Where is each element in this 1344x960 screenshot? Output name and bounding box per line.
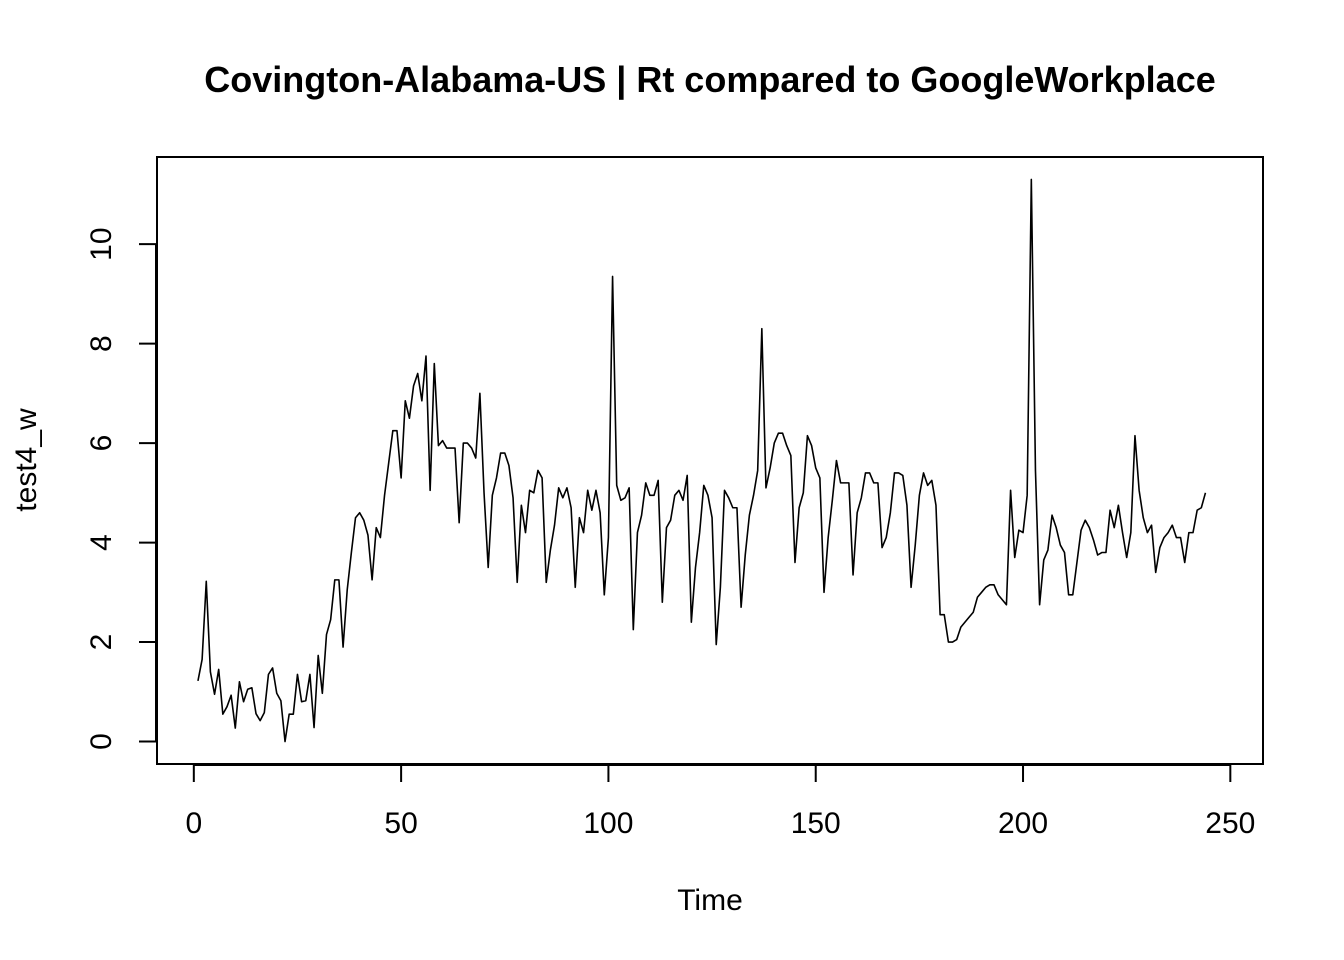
chart-title: Covington-Alabama-US | Rt compared to Go… [204,59,1216,101]
x-tick-label: 0 [185,807,202,840]
y-axis: 0 2 4 6 8 10 [85,227,157,750]
y-tick-label: 6 [85,435,118,452]
x-tick-label: 100 [583,807,633,840]
x-tick-label: 50 [384,807,417,840]
x-axis: 0 50 100 150 200 250 [185,764,1255,840]
y-tick-label: 10 [85,227,118,260]
y-axis-label: test4_w [10,408,43,512]
x-tick-label: 150 [791,807,841,840]
y-tick-label: 2 [85,634,118,651]
y-tick-label: 8 [85,335,118,352]
y-tick-label: 0 [85,733,118,750]
plot-frame [156,156,1264,765]
x-tick-label: 200 [998,807,1048,840]
x-axis-label: Time [677,884,743,917]
y-tick-label: 4 [85,534,118,551]
series-line [197,178,1207,743]
x-tick-label: 250 [1205,807,1255,840]
